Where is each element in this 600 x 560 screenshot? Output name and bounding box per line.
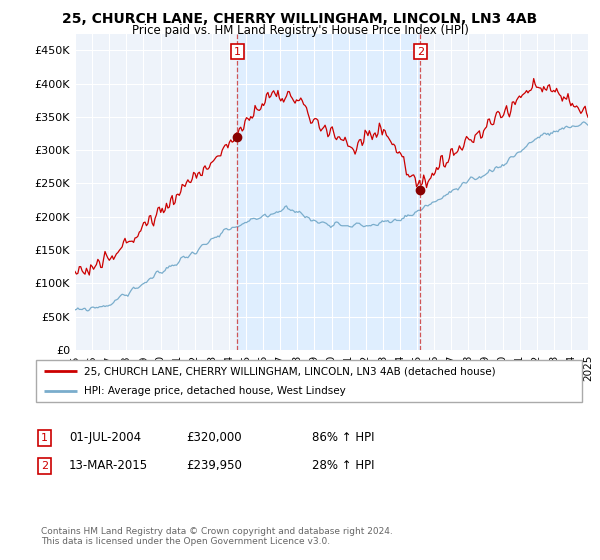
- Text: Price paid vs. HM Land Registry's House Price Index (HPI): Price paid vs. HM Land Registry's House …: [131, 24, 469, 36]
- Text: £239,950: £239,950: [186, 459, 242, 473]
- Text: 86% ↑ HPI: 86% ↑ HPI: [312, 431, 374, 445]
- Text: 2: 2: [41, 461, 48, 471]
- Text: 1: 1: [41, 433, 48, 443]
- FancyBboxPatch shape: [36, 360, 582, 402]
- Bar: [238, 34, 421, 350]
- Text: £320,000: £320,000: [186, 431, 242, 445]
- Text: HPI: Average price, detached house, West Lindsey: HPI: Average price, detached house, West…: [84, 386, 346, 395]
- Text: 28% ↑ HPI: 28% ↑ HPI: [312, 459, 374, 473]
- Text: 01-JUL-2004: 01-JUL-2004: [69, 431, 141, 445]
- Text: 1: 1: [234, 46, 241, 57]
- Text: 13-MAR-2015: 13-MAR-2015: [69, 459, 148, 473]
- Text: 25, CHURCH LANE, CHERRY WILLINGHAM, LINCOLN, LN3 4AB (detached house): 25, CHURCH LANE, CHERRY WILLINGHAM, LINC…: [84, 366, 496, 376]
- Text: 25, CHURCH LANE, CHERRY WILLINGHAM, LINCOLN, LN3 4AB: 25, CHURCH LANE, CHERRY WILLINGHAM, LINC…: [62, 12, 538, 26]
- Text: Contains HM Land Registry data © Crown copyright and database right 2024.
This d: Contains HM Land Registry data © Crown c…: [41, 526, 392, 546]
- Text: 2: 2: [417, 46, 424, 57]
